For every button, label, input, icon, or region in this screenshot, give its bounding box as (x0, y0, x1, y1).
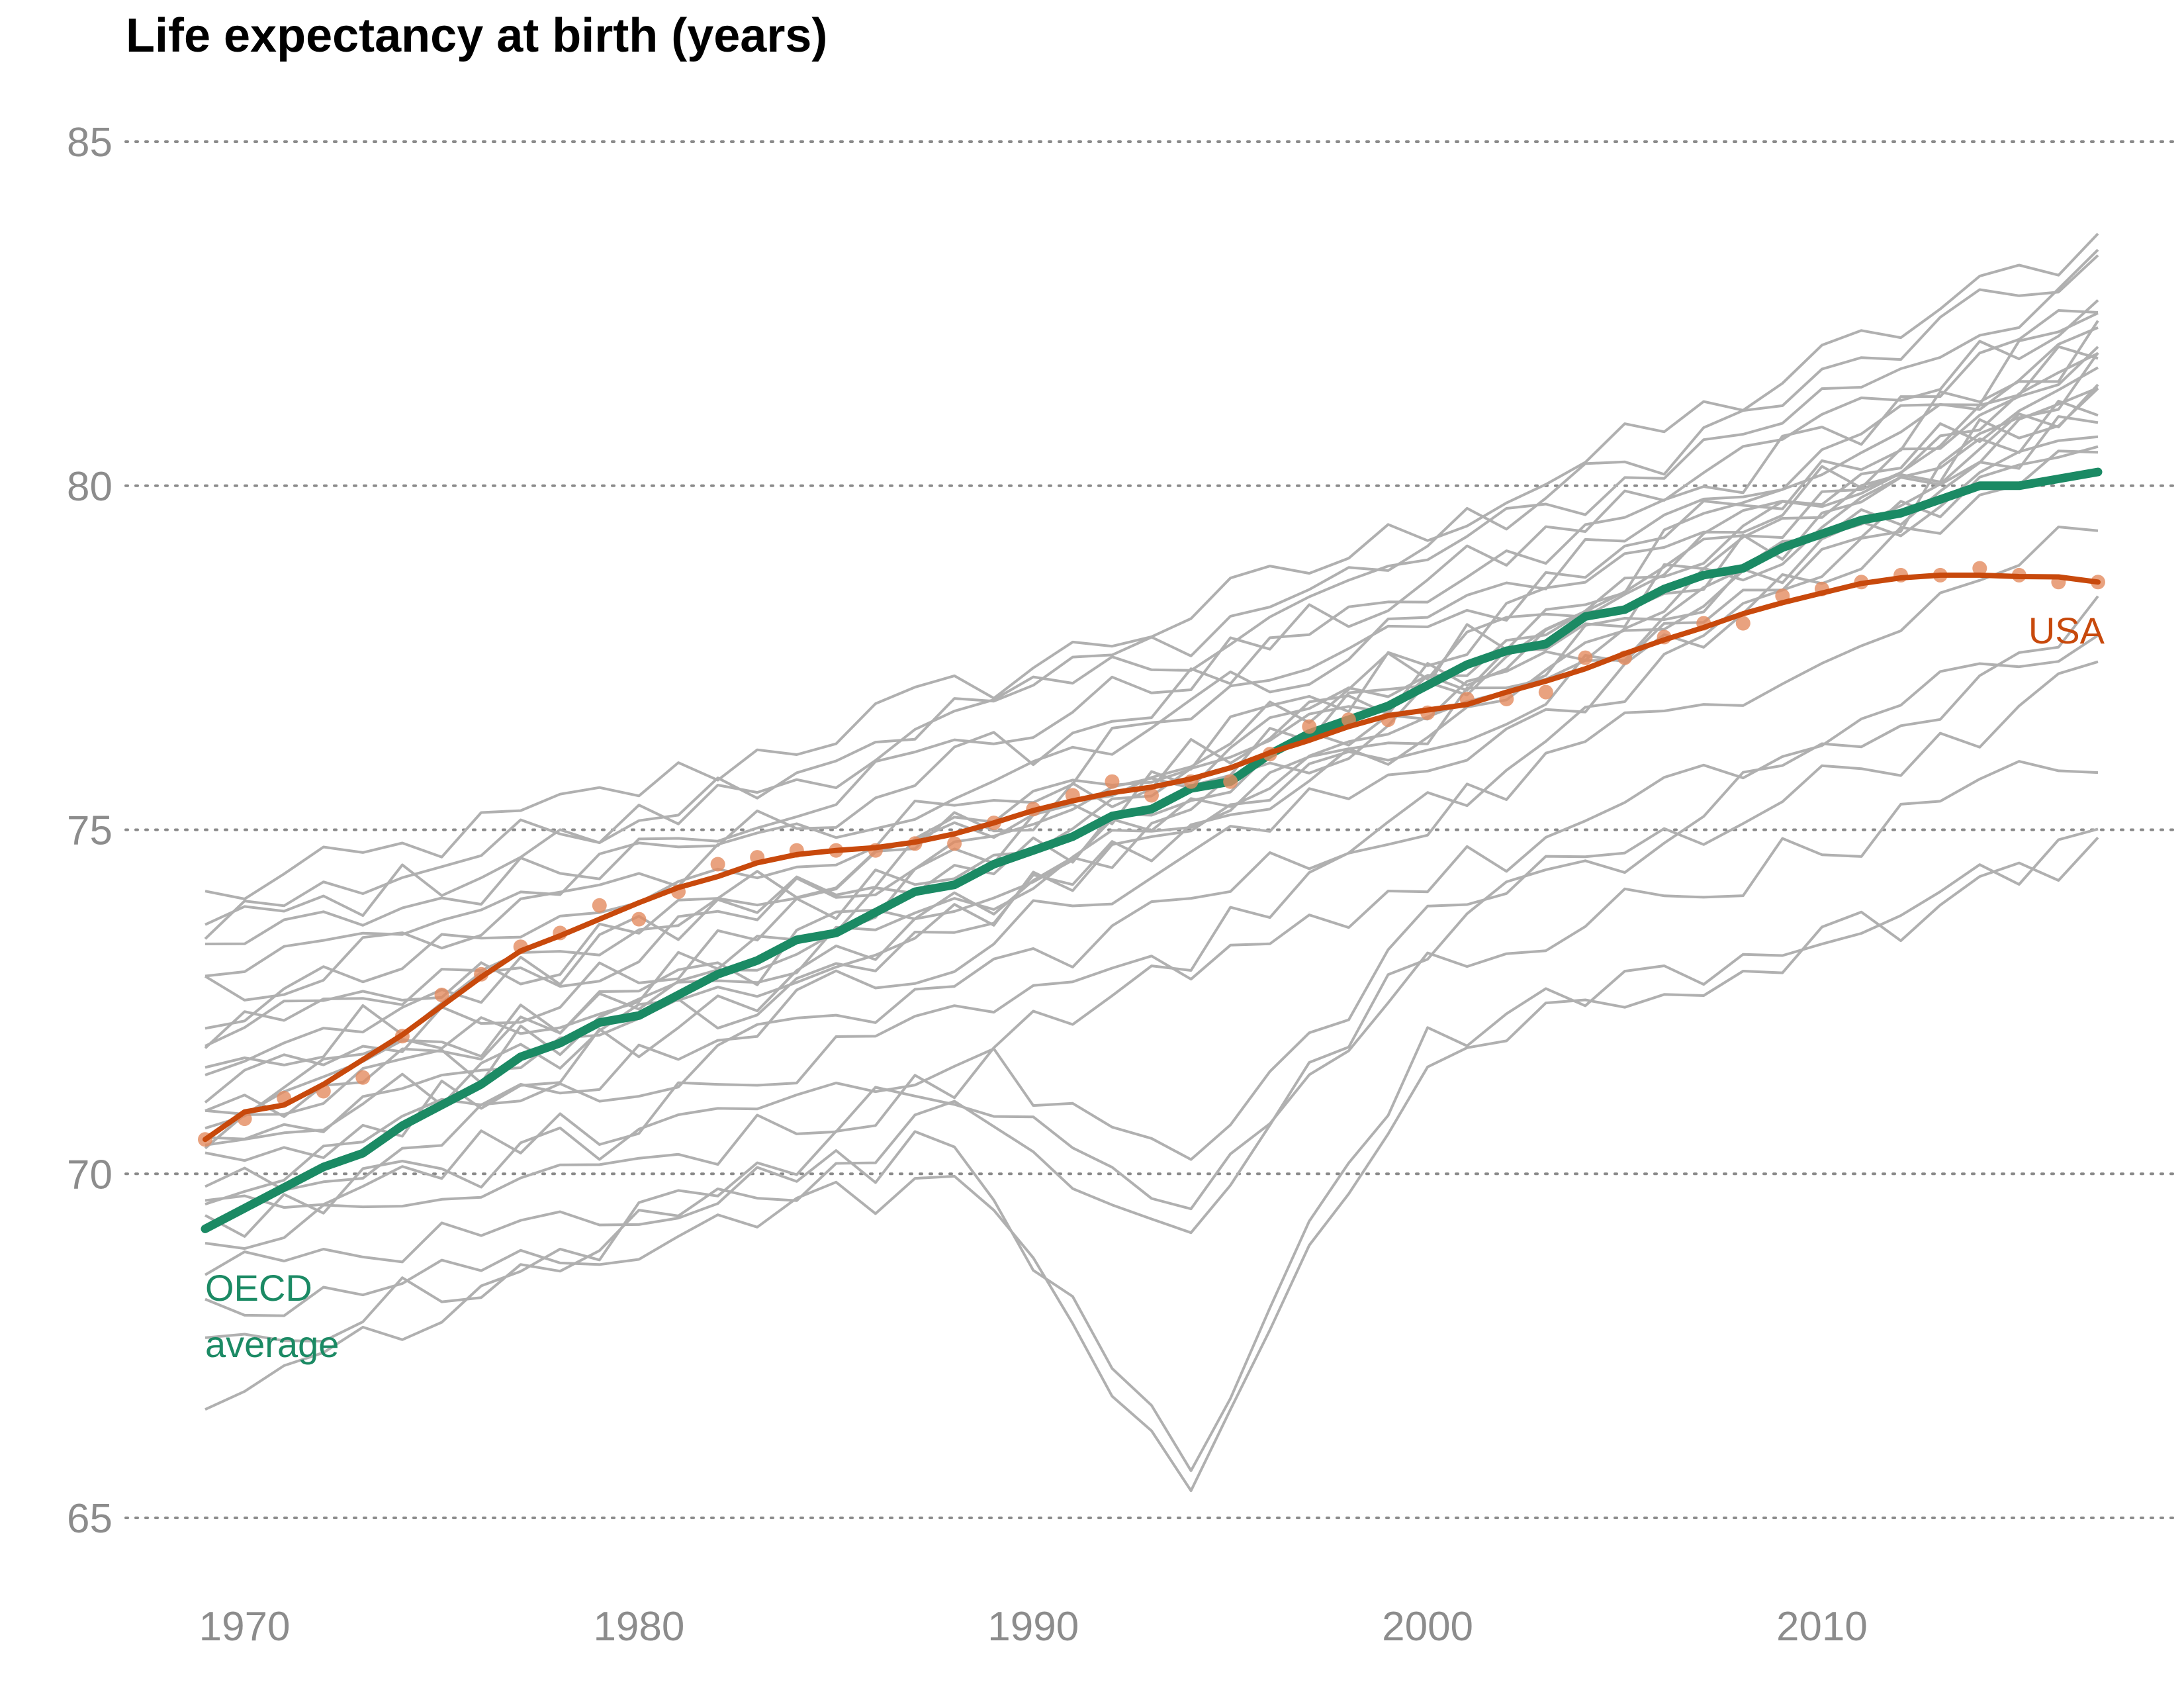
country-line-17 (205, 449, 2099, 1206)
usa-point-2004 (1578, 650, 1593, 665)
usa-point-1993 (1144, 788, 1159, 803)
x-tick-2000: 2000 (1382, 1604, 1473, 1650)
country-line-15 (205, 383, 2099, 1141)
country-line-27 (205, 346, 2099, 1076)
y-axis-ticks: 65 70 75 80 85 (67, 120, 113, 1542)
oecd-label-line2: average (205, 1323, 339, 1365)
country-line-24 (205, 595, 2099, 1343)
country-line-5 (205, 309, 2099, 978)
y-tick-80: 80 (67, 464, 113, 510)
oecd-series (201, 467, 2103, 1233)
country-line-28 (204, 415, 2099, 1049)
usa-series (198, 561, 2105, 1147)
x-tick-1980: 1980 (593, 1604, 684, 1650)
usa-point-1997 (1302, 719, 1317, 734)
country-line-7 (205, 320, 2099, 1030)
country-line-11 (205, 399, 2099, 1116)
usa-point-1995 (1223, 774, 1238, 789)
country-line-21 (205, 760, 2099, 1250)
usa-point-1992 (1105, 774, 1120, 789)
usa-point-2003 (1538, 684, 1553, 700)
country-line-25 (205, 352, 2099, 1411)
x-tick-1970: 1970 (199, 1604, 291, 1650)
usa-point-1975 (434, 988, 449, 1002)
country-line-13 (204, 435, 2099, 1150)
country-lines (204, 232, 2099, 1492)
usa-line (203, 572, 2101, 1143)
y-tick-75: 75 (67, 808, 113, 854)
usa-point-1980 (631, 912, 647, 927)
usa-point-1982 (710, 857, 725, 872)
y-tick-85: 85 (67, 120, 113, 165)
usa-point-2008 (1735, 616, 1751, 631)
country-line-2 (204, 254, 2099, 940)
oecd-average-line (201, 467, 2103, 1233)
chart-title: Life expectancy at birth (years) (126, 9, 827, 62)
country-line-6 (204, 312, 2099, 1002)
usa-point-1979 (592, 898, 607, 913)
country-line-23 (205, 836, 2099, 1492)
country-line-19 (205, 634, 2099, 1209)
usa-point-2014 (1972, 561, 1987, 576)
usa-point-1973 (355, 1070, 371, 1085)
usa-label: USA (2028, 610, 2105, 651)
country-line-9 (205, 352, 2099, 1069)
country-line-26 (205, 326, 2099, 1130)
country-line-4 (205, 299, 2099, 945)
country-line-12 (205, 387, 2099, 1118)
usa-point-1988 (947, 836, 962, 851)
oecd-label-line1: OECD (205, 1267, 312, 1309)
y-tick-65: 65 (67, 1496, 113, 1542)
x-axis-ticks: 1970 1980 1990 2000 2010 (199, 1604, 1868, 1650)
x-tick-1990: 1990 (987, 1604, 1079, 1650)
x-tick-2010: 2010 (1776, 1604, 1868, 1650)
y-tick-70: 70 (67, 1152, 113, 1197)
country-line-20 (205, 660, 2099, 1238)
country-line-22 (204, 827, 2099, 1472)
country-line-18 (205, 526, 2099, 1192)
